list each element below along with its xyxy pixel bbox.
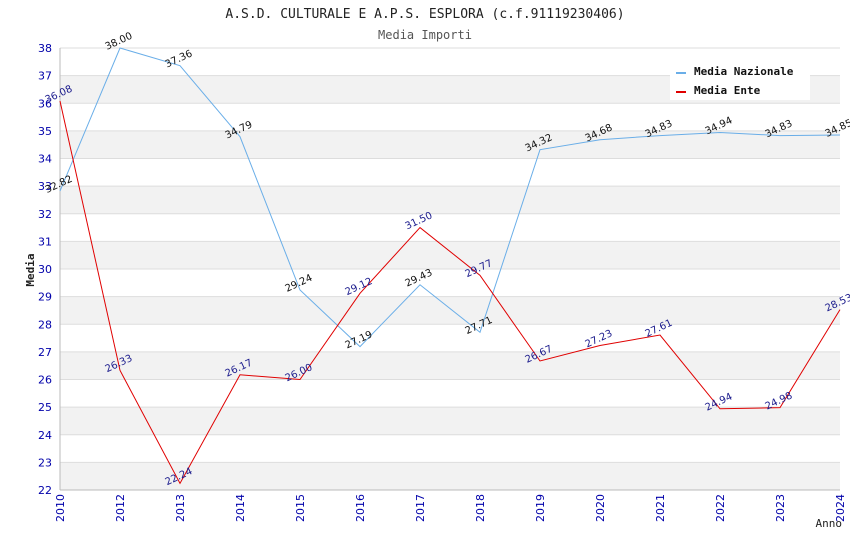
y-tick-label: 28: [38, 318, 52, 331]
legend-box: [670, 60, 810, 100]
y-tick-label: 30: [38, 263, 52, 276]
series-line-media-nazionale: [59, 47, 841, 348]
x-tick-label: 2013: [174, 494, 187, 522]
y-tick-label: 38: [38, 42, 52, 55]
chart-title: A.S.D. CULTURALE E A.P.S. ESPLORA (c.f.9…: [225, 7, 624, 22]
y-tick-label: 25: [38, 401, 52, 414]
x-tick-label: 2022: [714, 494, 727, 522]
plot-background-bands: [60, 48, 840, 490]
y-tick-label: 37: [38, 70, 52, 83]
plot-band: [60, 462, 840, 490]
plot-band: [60, 407, 840, 435]
plot-band: [60, 434, 840, 463]
x-tick-label: 2018: [474, 494, 487, 522]
x-tick-label: 2014: [234, 494, 247, 522]
y-tick-label: 29: [38, 291, 52, 304]
legend-label-media-nazionale: Media Nazionale: [694, 65, 794, 78]
y-tick-labels: 22 23 24 25 26 27 28 29 30 31 32 33 34 35 36 37 38: [38, 42, 52, 497]
x-tick-label: 2024: [834, 494, 847, 522]
y-tick-label: 27: [38, 346, 52, 359]
y-tick-label: 35: [38, 125, 52, 138]
x-tick-label: 2012: [114, 494, 127, 522]
plot-band: [60, 103, 840, 131]
x-tick-label: 2010: [54, 494, 67, 522]
x-tick-label: 2019: [534, 494, 547, 522]
x-tick-label: 2021: [654, 494, 667, 522]
y-tick-label: 31: [38, 235, 52, 248]
y-tick-label: 23: [38, 456, 52, 469]
x-tick-label: 2015: [294, 494, 307, 522]
y-axis-label: Media: [24, 253, 37, 286]
plot-band: [60, 296, 840, 325]
y-tick-label: 34: [38, 153, 52, 166]
y-tick-label: 24: [38, 429, 52, 442]
x-axis-label: Anno: [816, 517, 843, 530]
y-tick-label: 22: [38, 484, 52, 497]
plot-band: [60, 269, 840, 297]
plot-band: [60, 324, 840, 352]
legend-label-media-ente: Media Ente: [694, 84, 761, 97]
x-tick-labels: 2010 2012 2013 2014 2015 2016 2017 2018 2019 2020…: [54, 494, 847, 522]
plot-band: [60, 213, 840, 242]
plot-band: [60, 379, 840, 408]
plot-band: [60, 351, 840, 380]
x-tick-label: 2016: [354, 494, 367, 522]
x-tick-label: 2023: [774, 494, 787, 522]
plot-band: [60, 158, 840, 187]
series-line-media-ente: [59, 100, 841, 485]
x-tick-label: 2017: [414, 494, 427, 522]
y-tick-label: 36: [38, 97, 52, 110]
plot-band: [60, 186, 840, 214]
y-tick-label: 26: [38, 374, 52, 387]
series-lines: [59, 47, 841, 485]
y-tick-label: 32: [38, 208, 52, 221]
x-tick-label: 2020: [594, 494, 607, 522]
gridlines: [60, 47, 840, 491]
y-tick-label: 33: [38, 180, 52, 193]
chart-subtitle: Media Importi: [378, 28, 472, 42]
plot-band: [60, 241, 840, 269]
legend: Media Nazionale Media Ente: [670, 60, 810, 100]
plot-band: [60, 130, 840, 159]
